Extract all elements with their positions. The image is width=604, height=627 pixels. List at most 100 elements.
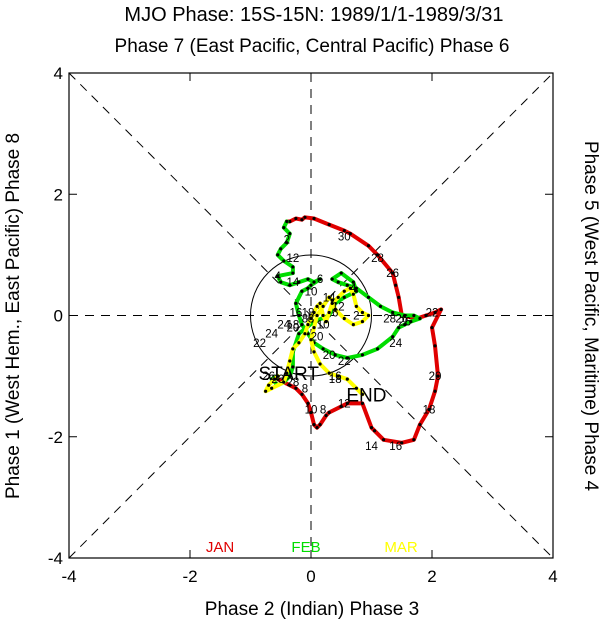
data-point-jan: [327, 222, 331, 227]
data-point-feb: [360, 353, 365, 357]
day-label: 28: [371, 253, 384, 265]
data-point-feb: [345, 356, 349, 360]
data-point-feb: [276, 253, 280, 257]
data-point-feb: [288, 283, 292, 287]
data-point-jan: [400, 441, 404, 445]
data-point-feb: [351, 280, 355, 284]
data-point-mar: [288, 359, 292, 363]
data-point-jan: [433, 344, 437, 348]
top-phase-label: Phase 7 (East Pacific, Central Pacific) …: [115, 36, 510, 57]
day-label: 20: [286, 323, 299, 335]
day-label: 26: [395, 314, 408, 326]
day-label: 14: [365, 441, 378, 453]
day-label: 10: [305, 286, 318, 298]
day-label: 24: [265, 329, 278, 341]
data-point-mar: [360, 310, 365, 315]
data-point-jan: [433, 389, 437, 393]
day-label: 16: [289, 307, 302, 319]
day-label: 10: [317, 320, 330, 332]
legend-entry-jan: JAN: [206, 539, 234, 556]
day-label: 18: [329, 374, 342, 386]
data-point-feb: [409, 319, 413, 324]
series-line-mar: [263, 286, 371, 397]
bottom-phase-label: Phase 2 (Indian) Phase 3: [205, 599, 419, 620]
legend-entry-mar: MAR: [384, 539, 418, 556]
series-lines: [263, 215, 444, 445]
data-point-feb: [354, 286, 358, 290]
data-point-feb: [418, 316, 422, 321]
data-point-mar: [270, 386, 274, 390]
data-point-feb: [366, 295, 371, 299]
data-point-mar: [273, 377, 277, 381]
data-point-feb: [288, 232, 292, 236]
data-point-jan: [312, 423, 316, 427]
data-point-feb: [297, 332, 301, 336]
data-point-mar: [333, 307, 337, 312]
data-point-mar: [342, 316, 346, 321]
data-point-jan: [288, 383, 292, 387]
day-label: 2: [353, 311, 359, 323]
data-point-feb: [339, 271, 343, 275]
left-phase-label: Phase 1 (West Hem., East Pacific) Phase …: [3, 133, 24, 499]
data-point-feb: [354, 289, 358, 293]
y-tick-label: 4: [54, 64, 63, 83]
data-point-feb: [318, 277, 322, 281]
data-point-mar: [354, 304, 358, 309]
data-point-mar: [306, 322, 310, 327]
data-point-feb: [297, 280, 301, 284]
data-point-feb: [391, 335, 395, 339]
y-tick-label: -4: [48, 549, 63, 568]
y-tick-label: 0: [54, 307, 63, 326]
data-point-jan: [294, 216, 298, 221]
data-point-jan: [369, 426, 374, 430]
day-label: 20: [323, 350, 336, 362]
day-label: 8: [320, 404, 326, 416]
data-point-jan: [375, 253, 380, 257]
data-point-mar: [285, 371, 289, 375]
data-point-mar: [342, 289, 346, 293]
x-tick-label: -4: [61, 567, 76, 586]
data-point-jan: [439, 307, 443, 312]
data-point-feb: [294, 301, 298, 305]
day-label: 2: [284, 235, 290, 247]
day-label: 20: [429, 371, 442, 383]
data-point-jan: [366, 244, 371, 248]
data-point-jan: [318, 423, 322, 427]
data-point-feb: [403, 313, 407, 318]
data-point-mar: [315, 313, 319, 318]
day-label: 14: [286, 277, 299, 289]
data-point-mar: [303, 332, 307, 336]
chart-title: MJO Phase: 15S-15N: 1989/1/1-1989/3/31: [124, 4, 503, 26]
day-label: 18: [423, 404, 436, 416]
data-point-mar: [318, 301, 322, 305]
data-point-feb: [276, 274, 280, 278]
day-label: 6: [317, 274, 323, 286]
start-label: START: [259, 364, 320, 385]
day-label: 28: [383, 314, 396, 326]
data-point-mar: [345, 377, 349, 381]
day-label: 28: [286, 377, 299, 389]
data-point-mar: [321, 313, 325, 318]
y-tick-label: -2: [48, 428, 63, 447]
day-label: 18: [302, 307, 315, 319]
data-point-jan: [306, 401, 310, 406]
data-point-mar: [330, 301, 334, 305]
x-tick-label: -2: [182, 567, 197, 586]
day-label: 22: [338, 356, 351, 368]
unit-circle: [250, 254, 372, 377]
day-label: 12: [286, 253, 299, 265]
day-label: 26: [398, 317, 411, 329]
day-label: 8: [302, 314, 308, 326]
day-label: 8: [302, 383, 308, 395]
data-point-jan: [391, 271, 395, 275]
data-point-jan: [342, 229, 346, 233]
data-point-jan: [382, 438, 386, 442]
day-label: 12: [332, 301, 345, 313]
data-point-mar: [264, 389, 268, 393]
data-point-jan: [436, 374, 440, 378]
data-point-feb: [291, 271, 295, 275]
data-point-mar: [327, 295, 331, 299]
